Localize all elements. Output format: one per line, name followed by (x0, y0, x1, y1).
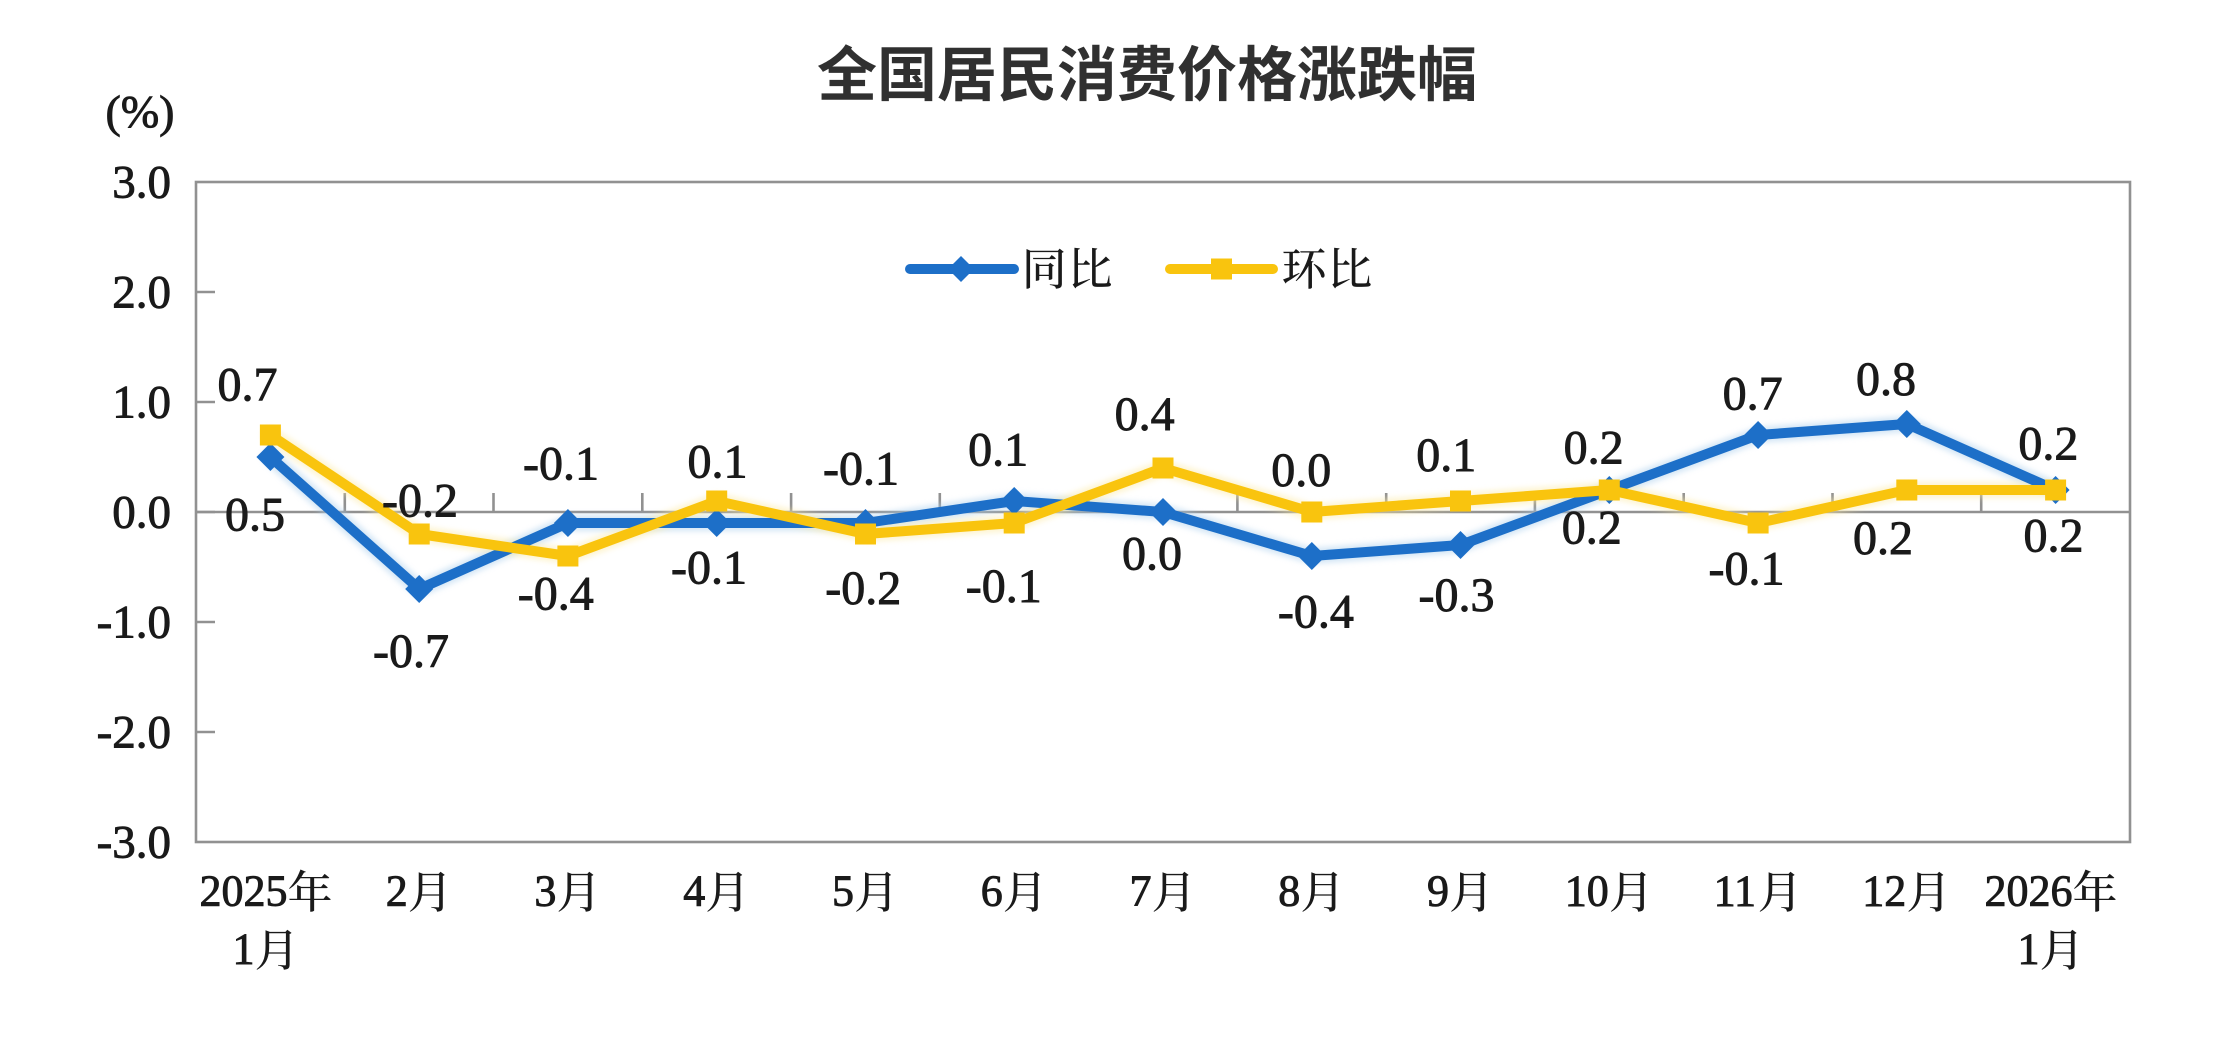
svg-text:1: 1 (2018, 925, 2040, 974)
svg-text:-0.7: -0.7 (373, 625, 449, 678)
svg-text:0.2: 0.2 (2018, 417, 2078, 470)
svg-text:5: 5 (832, 867, 854, 916)
svg-text:3: 3 (534, 867, 556, 916)
svg-text:1.0: 1.0 (112, 377, 171, 429)
svg-text:7: 7 (1130, 867, 1152, 916)
svg-text:-0.4: -0.4 (518, 568, 594, 621)
svg-text:0.2: 0.2 (1562, 502, 1622, 555)
svg-text:-0.1: -0.1 (523, 437, 599, 490)
svg-text:11: 11 (1714, 867, 1756, 916)
svg-text:-2.0: -2.0 (97, 707, 171, 759)
svg-text:-0.2: -0.2 (825, 562, 901, 615)
svg-text:8: 8 (1278, 867, 1300, 916)
svg-text:-0.1: -0.1 (671, 542, 747, 595)
svg-text:0.0: 0.0 (1122, 527, 1182, 580)
svg-text:0.8: 0.8 (1856, 353, 1916, 406)
svg-text:0.1: 0.1 (1416, 429, 1476, 482)
svg-text:0.2: 0.2 (2024, 509, 2084, 562)
svg-text:2026: 2026 (1985, 867, 2073, 916)
svg-text:2: 2 (386, 867, 408, 916)
svg-text:(%): (%) (106, 86, 175, 137)
svg-text:0.5: 0.5 (225, 489, 285, 542)
svg-text:-0.3: -0.3 (1419, 569, 1495, 622)
svg-text:0.0: 0.0 (1271, 444, 1331, 497)
svg-text:3.0: 3.0 (112, 157, 171, 209)
svg-text:0.2: 0.2 (1564, 421, 1624, 474)
svg-text:0.4: 0.4 (1115, 388, 1175, 441)
svg-text:-1.0: -1.0 (97, 597, 171, 649)
svg-text:-0.2: -0.2 (382, 475, 458, 528)
svg-text:-0.1: -0.1 (823, 442, 899, 495)
svg-text:12: 12 (1862, 867, 1906, 916)
svg-text:0.2: 0.2 (1853, 512, 1913, 565)
svg-text:10: 10 (1565, 867, 1609, 916)
svg-text:6: 6 (981, 867, 1003, 916)
svg-text:0.1: 0.1 (968, 424, 1028, 477)
svg-text:2025: 2025 (200, 867, 288, 916)
svg-text:-0.1: -0.1 (966, 560, 1042, 613)
svg-text:0.7: 0.7 (218, 358, 278, 411)
svg-text:2.0: 2.0 (112, 267, 171, 319)
svg-text:0.1: 0.1 (688, 436, 748, 489)
svg-text:-0.4: -0.4 (1278, 585, 1354, 638)
svg-text:0.7: 0.7 (1723, 368, 1783, 421)
svg-text:-0.1: -0.1 (1709, 542, 1785, 595)
svg-text:-3.0: -3.0 (97, 817, 171, 869)
svg-text:9: 9 (1427, 867, 1449, 916)
svg-text:1: 1 (233, 925, 255, 974)
svg-text:4: 4 (683, 867, 705, 916)
svg-text:0.0: 0.0 (112, 487, 171, 539)
